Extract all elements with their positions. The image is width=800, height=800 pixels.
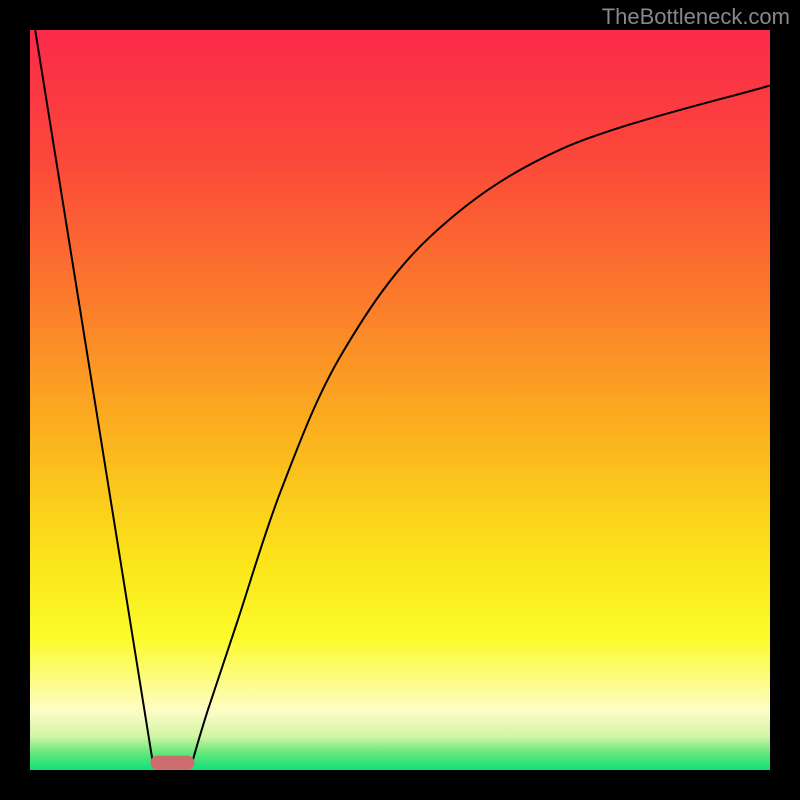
chart-svg xyxy=(0,0,800,800)
bottleneck-marker xyxy=(150,756,194,770)
watermark-text: TheBottleneck.com xyxy=(602,4,790,30)
plot-background xyxy=(30,30,770,770)
bottleneck-chart: TheBottleneck.com xyxy=(0,0,800,800)
